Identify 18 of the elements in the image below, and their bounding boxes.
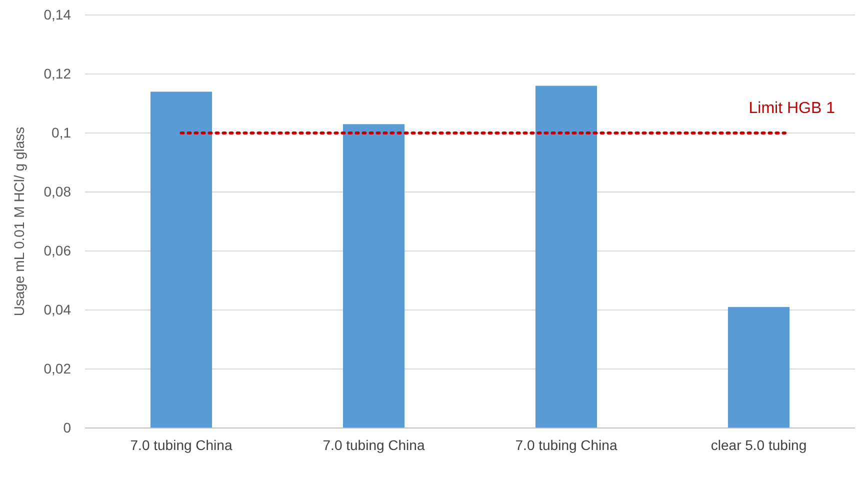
y-tick-label: 0,04 <box>44 301 72 318</box>
y-tick-label: 0,12 <box>44 65 72 82</box>
x-tick-label: clear 5.0 tubing <box>710 436 807 453</box>
bar <box>728 307 790 428</box>
bar <box>150 92 212 428</box>
ref-line-label: Limit HGB 1 <box>748 100 836 117</box>
bar <box>342 124 405 428</box>
x-tick-label: 7.0 tubing China <box>130 436 232 453</box>
y-tick-label: 0,06 <box>44 242 72 258</box>
y-tick-label: 0,02 <box>44 360 72 376</box>
y-tick-label: 0 <box>63 419 72 436</box>
y-axis-title: Usage mL 0.01 M HCl/ g glass <box>11 126 27 316</box>
y-tick-label: 0,08 <box>44 183 72 200</box>
x-tick-label: 7.0 tubing China <box>322 436 425 453</box>
y-tick-label: 0,1 <box>52 124 72 140</box>
x-tick-label: 7.0 tubing China <box>515 436 618 453</box>
bar <box>535 86 598 428</box>
y-tick-label: 0,14 <box>44 6 72 22</box>
